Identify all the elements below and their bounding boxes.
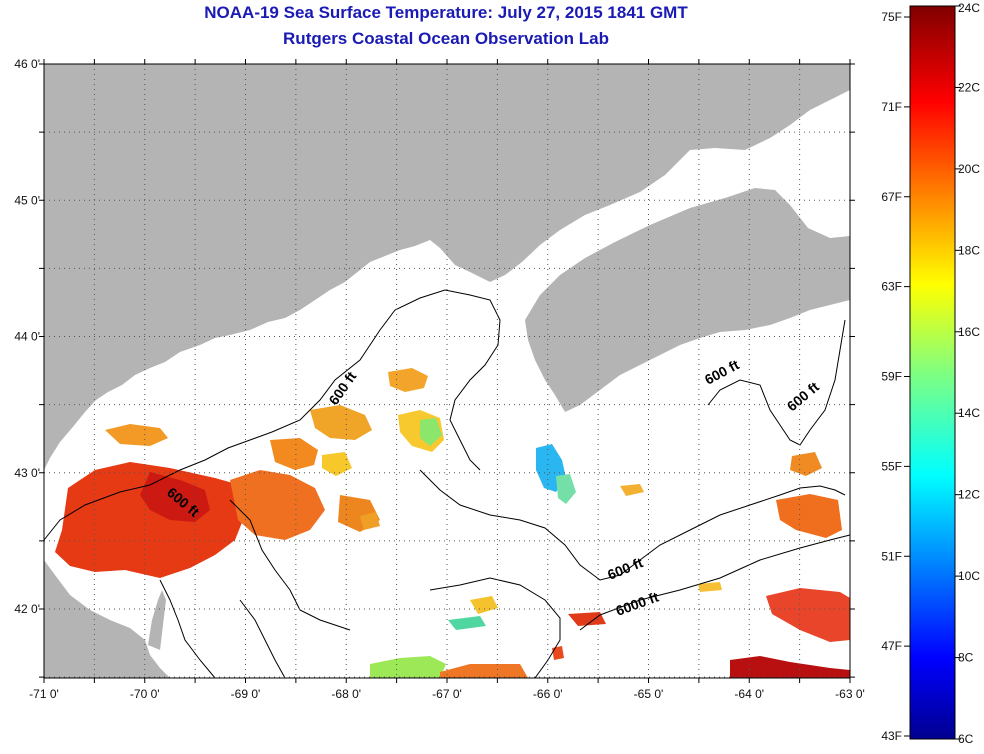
sst-data-layer [55,368,850,678]
bay-of-fundy [555,145,800,262]
lon-label: -66 0' [533,687,563,701]
colorbar-f-label: 51F [881,549,902,563]
land-maine-newbrunswick [44,64,850,470]
lon-label: -68 0' [331,687,361,701]
colorbar-c-label: 8C [958,651,974,665]
lat-label: 43 0' [14,466,40,480]
colorbar-c-label: 12C [958,488,980,502]
lon-label: -67 0' [432,687,462,701]
map-subtitle: Rutgers Coastal Ocean Observation Lab [283,29,609,48]
colorbar-c-label: 24C [958,1,980,15]
lon-label: -71 0' [29,687,59,701]
colorbar-f-label: 75F [881,10,902,24]
lat-label: 44 0' [14,330,40,344]
land-cape-cod [44,560,170,678]
land-nova-scotia [525,188,850,412]
colorbar: 75F 71F 67F 63F 59F 55F 51F 47F 43F 24C 22C 20C 18C 1… [881,1,980,746]
colorbar-c-label: 10C [958,569,980,583]
colorbar-c-label: 20C [958,162,980,176]
map-title: NOAA-19 Sea Surface Temperature: July 27… [204,3,688,22]
colorbar-f-label: 55F [881,459,902,473]
colorbar-c-label: 6C [958,732,974,746]
colorbar-f-label: 59F [881,370,902,384]
colorbar-gradient [909,5,956,740]
colorbar-c-label: 14C [958,406,980,420]
lon-label: -65 0' [634,687,664,701]
colorbar-c-label: 18C [958,243,980,257]
land-cape-cod-arm [148,590,166,650]
colorbar-f-label: 67F [881,190,902,204]
colorbar-c-label: 16C [958,325,980,339]
lat-label: 45 0' [14,193,40,207]
colorbar-f-label: 63F [881,280,902,294]
axis-labels: -71 0' -70 0' -69 0' -68 0' -67 0' -66 0' -65 … [14,57,864,701]
colorbar-f-label: 71F [881,100,902,114]
colorbar-f-label: 47F [881,639,902,653]
lon-label: -64 0' [734,687,764,701]
axis-ticks [39,59,855,683]
bathymetry-contours [44,289,850,678]
lat-label: 42 0' [14,602,40,616]
lon-label: -63 0' [835,687,865,701]
colorbar-c-label: 22C [958,80,980,94]
lon-label: -70 0' [130,687,160,701]
lon-label: -69 0' [231,687,261,701]
lat-label: 46 0' [14,57,40,71]
colorbar-f-label: 43F [881,729,902,743]
